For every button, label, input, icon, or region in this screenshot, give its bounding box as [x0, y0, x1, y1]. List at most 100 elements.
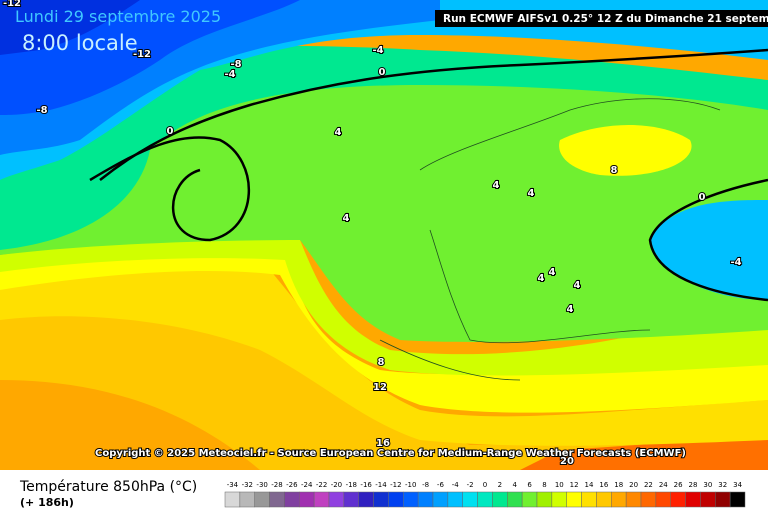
- scale-label: -8: [422, 481, 429, 489]
- scale-label: -32: [242, 481, 253, 489]
- time-label: 8:00 locale: [22, 31, 138, 55]
- contour-label: 4: [343, 213, 350, 224]
- scale-label: 22: [644, 481, 653, 489]
- scale-label: -20: [331, 481, 342, 489]
- scale-swatch: [507, 491, 523, 508]
- scale-swatch: [328, 491, 345, 508]
- scale-label: 26: [674, 481, 683, 489]
- contour-label: -12: [3, 0, 21, 9]
- scale-label: -18: [346, 481, 357, 489]
- scale-label: 8: [542, 481, 546, 489]
- scale-swatch: [403, 491, 419, 508]
- isotherm: [89, 136, 251, 242]
- scale-swatch: [224, 491, 241, 508]
- contour-label: 8: [611, 165, 618, 176]
- scale-swatch: [358, 491, 374, 508]
- scale-label: -30: [256, 481, 267, 489]
- scale-label: -6: [437, 481, 445, 489]
- scale-label: -34: [227, 481, 239, 489]
- temp-zone: [0, 45, 768, 250]
- scale-swatch: [254, 491, 270, 508]
- scale-label: 10: [555, 481, 564, 489]
- isotherm: [648, 178, 768, 302]
- scale-swatch: [581, 491, 597, 508]
- scale-label: 24: [659, 481, 668, 489]
- scale-swatch: [373, 491, 389, 508]
- coastline: [379, 98, 721, 381]
- scale-swatch: [462, 491, 478, 508]
- contour-label: 4: [538, 273, 545, 284]
- scale-label: 28: [689, 481, 698, 489]
- scale-swatch: [625, 491, 642, 508]
- scale-swatch: [388, 491, 404, 508]
- scale-swatch: [492, 491, 508, 508]
- scale-label: 32: [718, 481, 727, 489]
- contour-label: 8: [378, 357, 385, 368]
- scale-swatch: [239, 491, 255, 508]
- scale-swatch: [670, 491, 686, 508]
- contour-label: 4: [574, 280, 581, 291]
- scale-label: 6: [527, 481, 532, 489]
- contour-label: 4: [549, 267, 556, 278]
- scale-swatch: [596, 491, 612, 508]
- scale-swatch: [313, 491, 330, 508]
- scale-swatch: [284, 491, 300, 508]
- isotherm: [99, 48, 768, 181]
- contour-label: 4: [493, 180, 500, 191]
- contour-label: 12: [373, 382, 387, 393]
- scale-label: 14: [585, 481, 594, 489]
- scale-swatch: [566, 491, 582, 508]
- contour-label: -4: [372, 45, 383, 56]
- scale-swatch: [551, 491, 567, 508]
- scale-label: 30: [703, 481, 712, 489]
- temp-zone: [650, 200, 768, 300]
- temp-zone: [0, 266, 768, 446]
- map: Lundi 29 septembre 2025 8:00 locale Run …: [0, 0, 768, 470]
- scale-swatch: [536, 491, 553, 508]
- scale-label: -24: [301, 481, 313, 489]
- scale-swatch: [299, 491, 315, 508]
- scale-swatch: [417, 491, 434, 508]
- run-box: [435, 10, 768, 27]
- temp-zone: [0, 238, 768, 376]
- scale-swatch: [700, 491, 716, 508]
- scale-label: 4: [512, 481, 517, 489]
- scale-swatch: [715, 491, 731, 508]
- temp-zone: [559, 125, 692, 176]
- contour-label: 4: [335, 127, 342, 138]
- contour-label: 4: [567, 304, 574, 315]
- contour-label: 16: [376, 438, 390, 449]
- scale-swatch: [611, 491, 627, 508]
- scale-swatch: [343, 491, 359, 508]
- scale-label: 18: [614, 481, 623, 489]
- scale-label: -28: [271, 481, 282, 489]
- scale-label: 0: [483, 481, 487, 489]
- copyright: Copyright © 2025 Meteociel.fr - Source E…: [95, 448, 686, 459]
- scale-label: -16: [360, 481, 372, 489]
- scale-swatch: [521, 491, 538, 508]
- footer-lead: (+ 186h): [20, 496, 74, 509]
- contour-label: 0: [167, 126, 174, 137]
- scale-label: -4: [452, 481, 460, 489]
- scale-swatch: [655, 491, 671, 508]
- scale-swatch: [640, 491, 657, 508]
- contour-label: -4: [224, 69, 235, 80]
- temp-zone: [0, 307, 768, 470]
- scale-label: 34: [733, 481, 742, 489]
- contour-label: -8: [36, 105, 47, 116]
- scale-label: -12: [390, 481, 401, 489]
- scale-label: -2: [467, 481, 474, 489]
- temp-zone: [0, 0, 140, 55]
- scale-label: -10: [405, 481, 416, 489]
- scale-label: -26: [286, 481, 298, 489]
- contour-label: 0: [699, 192, 706, 203]
- scale-swatch: [685, 491, 701, 508]
- footer-title: Température 850hPa (°C): [19, 479, 197, 495]
- scale-swatch: [477, 491, 493, 508]
- scale-label: 2: [498, 481, 502, 489]
- scale-label: -22: [316, 481, 327, 489]
- run-label: Run ECMWF AIFSv1 0.25° 12 Z du Dimanche …: [443, 13, 768, 25]
- scale-label: 16: [599, 481, 608, 489]
- contour-label: -8: [230, 59, 241, 70]
